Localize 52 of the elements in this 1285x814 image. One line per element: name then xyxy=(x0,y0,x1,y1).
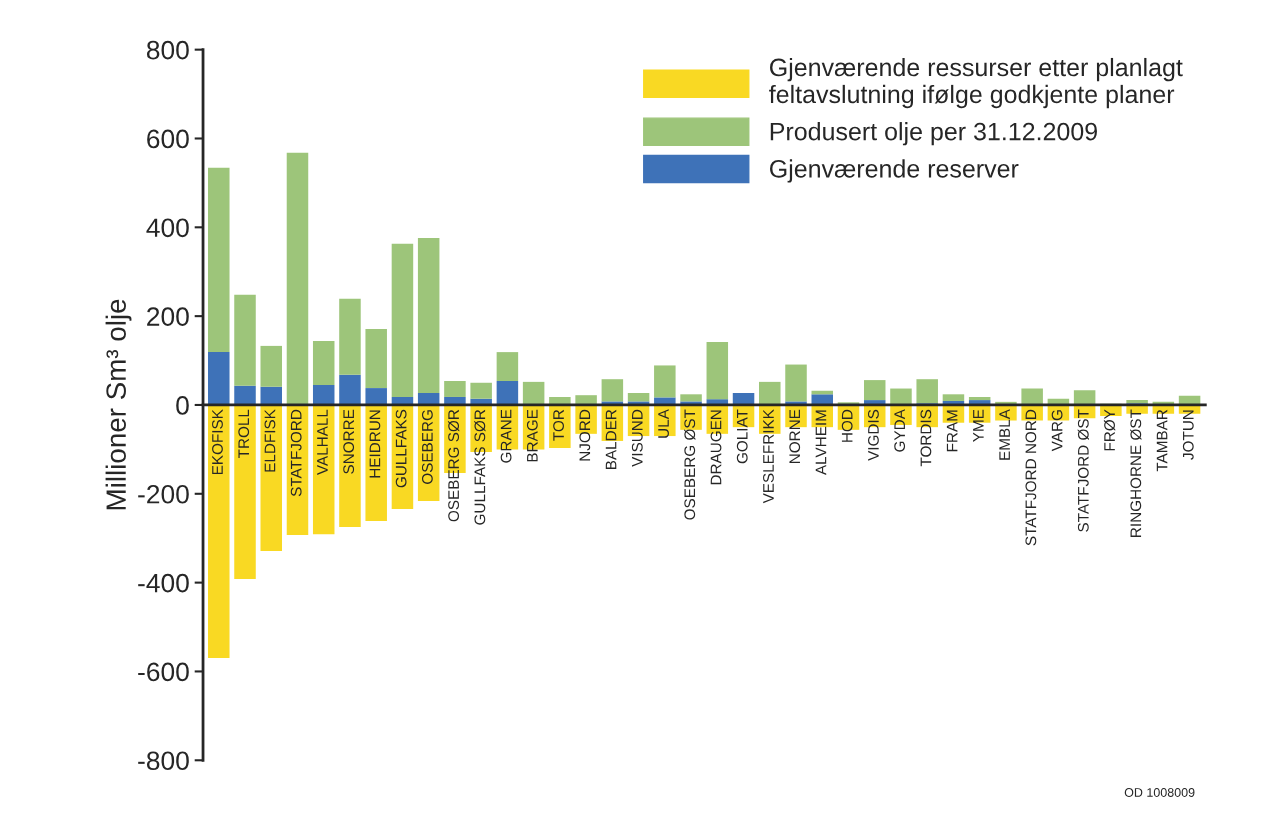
x-tick-label: GULLFAKS xyxy=(395,409,407,488)
y-tick-label: 800 xyxy=(146,40,189,60)
x-tick-label: EMBLA xyxy=(999,409,1010,460)
x-tick-label: TAMBAR xyxy=(1156,409,1168,472)
x-tick-label: GYDA xyxy=(894,409,906,452)
x-tick-label: VESLEFRIKK xyxy=(763,409,774,504)
x-tick-label: YME xyxy=(973,409,984,442)
legend-label: Gjenværende ressurser etter planlagt feltavslutning ifølge godkjente planer xyxy=(769,57,1183,109)
x-tick-label: JOTUN xyxy=(1182,410,1194,460)
y-tick-label: -600 xyxy=(138,662,189,682)
x-tick-label: HOD xyxy=(841,409,853,442)
y-tick-label: -800 xyxy=(138,751,189,771)
legend-label: Produsert olje per 31.12.2009 xyxy=(770,122,1097,146)
x-tick-label: EKOFISK xyxy=(212,409,223,475)
y-tick-label: 200 xyxy=(147,307,189,326)
x-tick-label: NJORD xyxy=(579,409,591,461)
x-tick-label: SNORRE xyxy=(343,409,355,474)
x-tick-label: TORDIS xyxy=(920,409,932,467)
x-tick-label: VALHALL xyxy=(317,409,328,476)
x-tick-label: FRØY xyxy=(1103,409,1116,451)
x-tick-label: VARG xyxy=(1051,410,1063,452)
x-tick-label: GULLFAKS SØR xyxy=(474,409,486,525)
x-tick-label: ALVHEIM xyxy=(815,410,827,476)
x-tick-label: ULA xyxy=(658,409,669,438)
x-tick-label: STATFJORD xyxy=(290,409,302,497)
x-tick-label: RINGHORNE ØST xyxy=(1130,409,1142,537)
x-tick-label: GOLIAT xyxy=(736,409,748,464)
y-tick-label: 400 xyxy=(146,218,189,238)
x-tick-label: ELDFISK xyxy=(264,409,276,472)
x-tick-label: FRAM xyxy=(946,410,958,452)
x-tick-label: STATFJORD ØST xyxy=(1077,409,1089,532)
x-tick-label: OSEBERG ØST xyxy=(684,409,696,520)
text: OD 1008009 xyxy=(1124,788,1195,797)
x-tick-label: STATFJORD NORD xyxy=(1025,409,1037,546)
legend-label: Gjenværende reserver xyxy=(770,159,1019,183)
y-axis-title: Millioner Sm³ olje xyxy=(105,299,132,510)
x-tick-label: VISUND xyxy=(631,409,643,467)
x-tick-label: TROLL xyxy=(238,409,250,459)
x-tick-label: OSEBERG xyxy=(421,410,433,484)
x-tick-label: VIGDIS xyxy=(868,409,879,461)
x-tick-label: NORNE xyxy=(789,409,801,464)
x-tick-label: OSEBERG SØR xyxy=(447,409,460,522)
y-tick-label: -200 xyxy=(138,484,189,504)
y-tick-label: -400 xyxy=(138,573,189,593)
x-tick-label: BALDER xyxy=(605,409,617,470)
x-tick-label: BRAGE xyxy=(526,409,538,462)
x-tick-label: HEIDRUN xyxy=(369,410,381,478)
y-tick-label: 0 xyxy=(176,396,189,415)
x-tick-label: GRANE xyxy=(500,409,512,463)
x-tick-label: DRAUGEN xyxy=(710,410,722,485)
y-tick-label: 600 xyxy=(147,129,189,149)
x-tick-label: TOR xyxy=(553,409,564,441)
